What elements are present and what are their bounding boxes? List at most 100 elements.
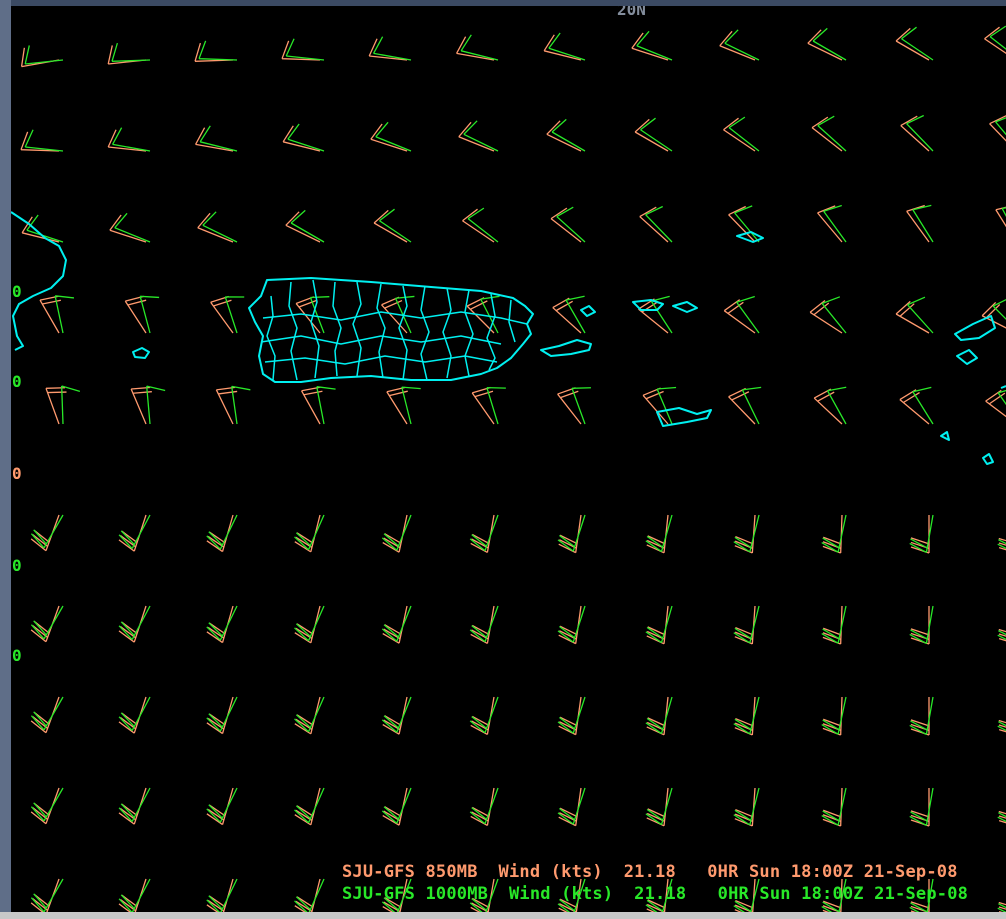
edge-label: 0 <box>12 282 22 301</box>
wind-barb <box>809 299 843 334</box>
st-john-coastline <box>672 301 698 313</box>
wind-barb <box>456 36 495 61</box>
wind-barb <box>989 25 1006 50</box>
wind-barb <box>381 787 412 824</box>
wind-barb <box>550 207 582 243</box>
wind-barb <box>401 386 421 425</box>
wind-barb <box>198 40 238 61</box>
wind-barb-layer <box>20 25 1006 913</box>
wind-barb <box>736 295 760 334</box>
wind-barb <box>294 514 325 551</box>
wind-barb <box>733 878 760 913</box>
wind-barb <box>821 787 847 826</box>
wind-barb <box>111 42 151 62</box>
wind-barb <box>912 386 934 425</box>
wind-barb <box>206 878 238 913</box>
wind-barb <box>981 301 1006 329</box>
wind-barb <box>645 605 673 644</box>
wind-barb <box>817 115 847 152</box>
wind-barb <box>112 127 151 152</box>
wind-barb <box>467 207 499 243</box>
wind-barb <box>118 787 151 822</box>
wind-barb <box>645 696 673 735</box>
wind-barb <box>30 605 64 640</box>
wind-barb <box>139 295 160 334</box>
wind-barb <box>294 696 325 733</box>
wind-barb <box>546 120 582 152</box>
wind-barb <box>458 121 495 152</box>
wind-barb <box>460 34 499 61</box>
wind-barb <box>381 514 412 551</box>
bottom-scrollbar[interactable] <box>0 912 1006 919</box>
wind-barb <box>909 878 934 913</box>
wind-barb <box>61 385 81 425</box>
st-martin-coastline <box>954 315 996 341</box>
wind-barb <box>114 212 151 243</box>
wind-barb <box>30 514 64 549</box>
wind-barb <box>206 605 238 641</box>
wind-barb <box>812 27 847 61</box>
vieques-coastline <box>540 339 592 357</box>
wind-barb <box>199 125 238 152</box>
wind-barb <box>909 696 934 735</box>
wind-barb <box>734 205 760 243</box>
wind-barb <box>375 121 412 152</box>
wind-barb <box>24 45 64 65</box>
wind-barb <box>733 605 760 644</box>
wind-barb <box>316 386 336 425</box>
wind-barb <box>728 116 760 152</box>
wind-barb <box>282 125 321 152</box>
wind-barb <box>370 123 408 152</box>
wind-barb <box>381 605 412 642</box>
wind-barb <box>557 878 586 913</box>
wind-barb <box>373 36 412 61</box>
wind-barb <box>909 514 934 553</box>
wind-barb <box>1001 207 1006 218</box>
wind-barb <box>109 214 147 243</box>
wind-barb <box>821 514 847 553</box>
wind-barb <box>639 206 669 243</box>
wind-barb <box>821 878 847 913</box>
wind-barb <box>195 127 234 152</box>
wind-barb <box>54 295 75 334</box>
wind-barb <box>997 812 1006 823</box>
wind-barb <box>741 386 762 425</box>
edge-label: 0 <box>12 646 22 665</box>
wind-barb <box>469 605 499 643</box>
wind-barb <box>118 514 151 549</box>
wind-barb <box>733 514 760 553</box>
wind-barb <box>224 296 245 334</box>
wind-barb <box>556 206 586 243</box>
wind-barb <box>984 26 1006 55</box>
wind-barb <box>807 29 843 61</box>
wind-barb-map[interactable]: 20N <box>11 6 1006 913</box>
wind-barb <box>294 787 325 824</box>
wind-barb <box>309 296 330 334</box>
wind-barb <box>733 696 760 735</box>
wind-barb <box>30 787 64 822</box>
wind-barb <box>206 514 238 550</box>
wind-barb <box>723 117 756 152</box>
wind-barb <box>202 211 238 243</box>
wind-barb <box>907 296 934 334</box>
wind-barb <box>895 300 930 334</box>
wind-barb <box>636 30 673 61</box>
wind-barb <box>895 27 930 61</box>
wind-barb <box>656 386 677 425</box>
wind-barb <box>645 514 673 553</box>
wind-barb <box>379 208 412 243</box>
wind-barb <box>294 878 325 913</box>
wind-barb <box>733 787 760 826</box>
legend-850mb: SJU-GFS 850MB Wind (kts) 21.18 0HR Sun 1… <box>342 862 958 882</box>
wind-barb <box>645 205 673 243</box>
edge-label: 0 <box>12 464 22 483</box>
wind-barb <box>557 787 586 825</box>
wind-barb <box>231 385 251 425</box>
wind-barb <box>197 212 234 243</box>
wind-barb <box>645 787 673 826</box>
window-top-edge <box>0 0 1006 6</box>
wind-barb <box>997 721 1006 732</box>
wind-barb <box>287 123 325 152</box>
wind-barb <box>571 387 591 425</box>
